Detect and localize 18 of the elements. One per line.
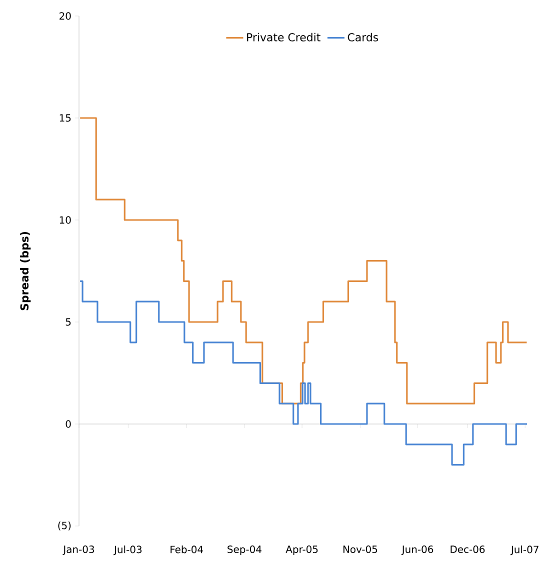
y-tick-label: 0 [66, 420, 71, 428]
y-axis-title: Spread (bps) [20, 232, 31, 310]
legend-label: Private Credit [247, 32, 320, 42]
x-tick-label: Jul-07 [510, 546, 538, 556]
y-tick-label: 5 [66, 318, 71, 326]
y-tick-label: 20 [60, 12, 71, 20]
x-tick-label: Dec-06 [450, 546, 485, 554]
x-tick-label: Nov-05 [343, 546, 378, 554]
x-tick-label: Sep-04 [228, 546, 262, 555]
x-tick-label: Feb-04 [170, 546, 203, 554]
y-tick-label: 10 [60, 216, 71, 224]
x-tick-label: Jul-03 [114, 546, 142, 556]
y-tick-label: 15 [60, 114, 71, 122]
y-tick-label: (5) [58, 522, 71, 530]
legend-label: Cards [348, 32, 378, 42]
x-tick-label: Apr-05 [286, 546, 318, 555]
x-tick-label: Jun-06 [401, 546, 434, 555]
x-tick-label: Jan-03 [62, 546, 94, 555]
